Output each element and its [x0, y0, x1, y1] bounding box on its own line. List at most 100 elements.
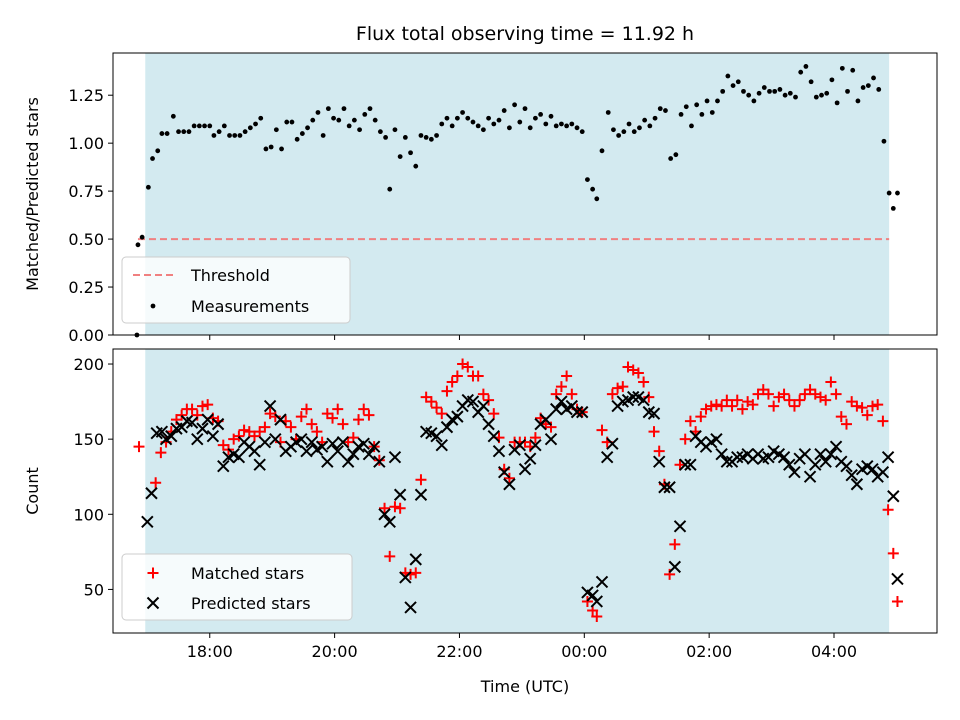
ratio-point: [346, 123, 352, 129]
predicted-star-point: [430, 429, 443, 443]
ratio-point: [491, 121, 497, 127]
ratio-point: [170, 113, 176, 119]
predicted-star-point: [647, 407, 661, 420]
predicted-star-point: [315, 440, 329, 453]
legend-threshold-label: Threshold: [190, 266, 270, 285]
ratio-point: [777, 87, 783, 92]
matched-star-point: [555, 381, 567, 393]
predicted-star-point: [435, 438, 448, 452]
ratio-point: [585, 177, 590, 183]
ratio-point: [159, 131, 165, 136]
ratio-point: [678, 111, 684, 117]
predicted-star-point: [196, 422, 209, 435]
matched-star-point: [358, 403, 370, 415]
top-y-tick-label: 1.00: [68, 134, 104, 153]
ratio-point: [454, 115, 460, 121]
matched-star-point: [462, 361, 474, 373]
matched-star-point: [736, 403, 748, 415]
ratio-point: [689, 123, 694, 129]
ratio-point: [242, 129, 248, 135]
predicted-star-point: [274, 413, 287, 426]
predicted-star-point: [383, 515, 396, 529]
predicted-star-point: [715, 447, 728, 461]
predicted-star-point: [829, 440, 843, 453]
predicted-star-point: [232, 450, 246, 464]
matched-star-point: [856, 402, 868, 414]
top-y-tick-label: 0.00: [68, 326, 104, 345]
ratio-point: [191, 123, 197, 129]
predicted-star-point: [814, 447, 827, 461]
matched-star-point: [788, 400, 800, 412]
ratio-point: [611, 127, 616, 133]
matched-star-point: [415, 474, 427, 486]
predicted-star-point: [466, 395, 480, 408]
predicted-star-point: [409, 553, 422, 566]
ratio-point: [439, 121, 445, 127]
ratio-point: [751, 98, 757, 104]
predicted-star-point: [523, 452, 537, 465]
bottom-y-axis-label: Count: [23, 467, 42, 515]
ratio-point: [876, 87, 882, 92]
matched-star-point: [716, 400, 728, 412]
matched-star-point: [529, 432, 541, 444]
ratio-point: [465, 115, 471, 121]
matched-star-point: [285, 421, 297, 433]
x-tick-label: 20:00: [312, 642, 358, 661]
predicted-star-point: [824, 447, 838, 461]
predicted-star-point: [269, 432, 282, 446]
ratio-point: [258, 115, 264, 121]
predicted-star-point: [788, 466, 801, 479]
predicted-star-point: [658, 481, 671, 494]
matched-star-point: [617, 381, 629, 393]
bottom-y-tick-label: 200: [73, 355, 104, 374]
predicted-star-point: [206, 429, 220, 443]
ratio-point: [890, 205, 896, 211]
ratio-point: [599, 148, 605, 154]
matched-star-point: [891, 595, 903, 607]
matched-star-point: [835, 411, 847, 423]
matched-star-point: [882, 504, 894, 516]
matched-star-point: [269, 411, 281, 423]
top-y-tick-label: 1.25: [68, 86, 104, 105]
matched-star-point: [721, 394, 733, 406]
ratio-point: [320, 133, 326, 138]
matched-star-point: [483, 394, 495, 406]
matched-star-point: [472, 370, 484, 382]
predicted-star-point: [595, 575, 609, 589]
predicted-star-point: [326, 437, 339, 450]
ratio-point: [512, 102, 517, 108]
predicted-star-point: [809, 458, 822, 471]
predicted-star-point: [783, 458, 796, 471]
chart-title: Flux total observing time = 11.92 h: [356, 23, 694, 45]
predicted-star-point: [141, 515, 154, 529]
ratio-point: [637, 125, 642, 131]
matched-star-point: [887, 547, 899, 559]
ratio-point: [855, 98, 861, 104]
matched-star-point: [379, 502, 391, 514]
ratio-point: [181, 129, 187, 135]
top-y-axis: 0.00 0.25 0.50 0.75 1.00 1.25: [68, 86, 113, 345]
top-y-tick-label: 0.25: [68, 278, 104, 297]
matched-star-point: [233, 430, 245, 442]
ratio-point: [808, 79, 814, 85]
matched-star-point: [295, 411, 307, 423]
ratio-point: [186, 129, 192, 135]
matched-star-point: [648, 426, 660, 438]
predicted-star-point: [211, 417, 225, 431]
matched-star-point: [778, 388, 790, 400]
ratio-point: [730, 83, 736, 89]
ratio-point: [564, 123, 570, 129]
top-y-tick-label: 0.50: [68, 230, 104, 249]
predicted-star-point: [217, 459, 230, 473]
ratio-point: [647, 123, 653, 129]
ratio-point: [517, 119, 523, 125]
ratio-point: [196, 123, 202, 129]
ratio-point: [793, 94, 798, 100]
matched-star-point: [783, 394, 795, 406]
predicted-star-point: [393, 488, 407, 501]
ratio-point: [434, 133, 439, 138]
x-tick-label: 02:00: [686, 642, 732, 661]
matched-star-point: [196, 400, 208, 412]
ratio-point: [704, 98, 710, 104]
ratio-point: [506, 125, 512, 131]
